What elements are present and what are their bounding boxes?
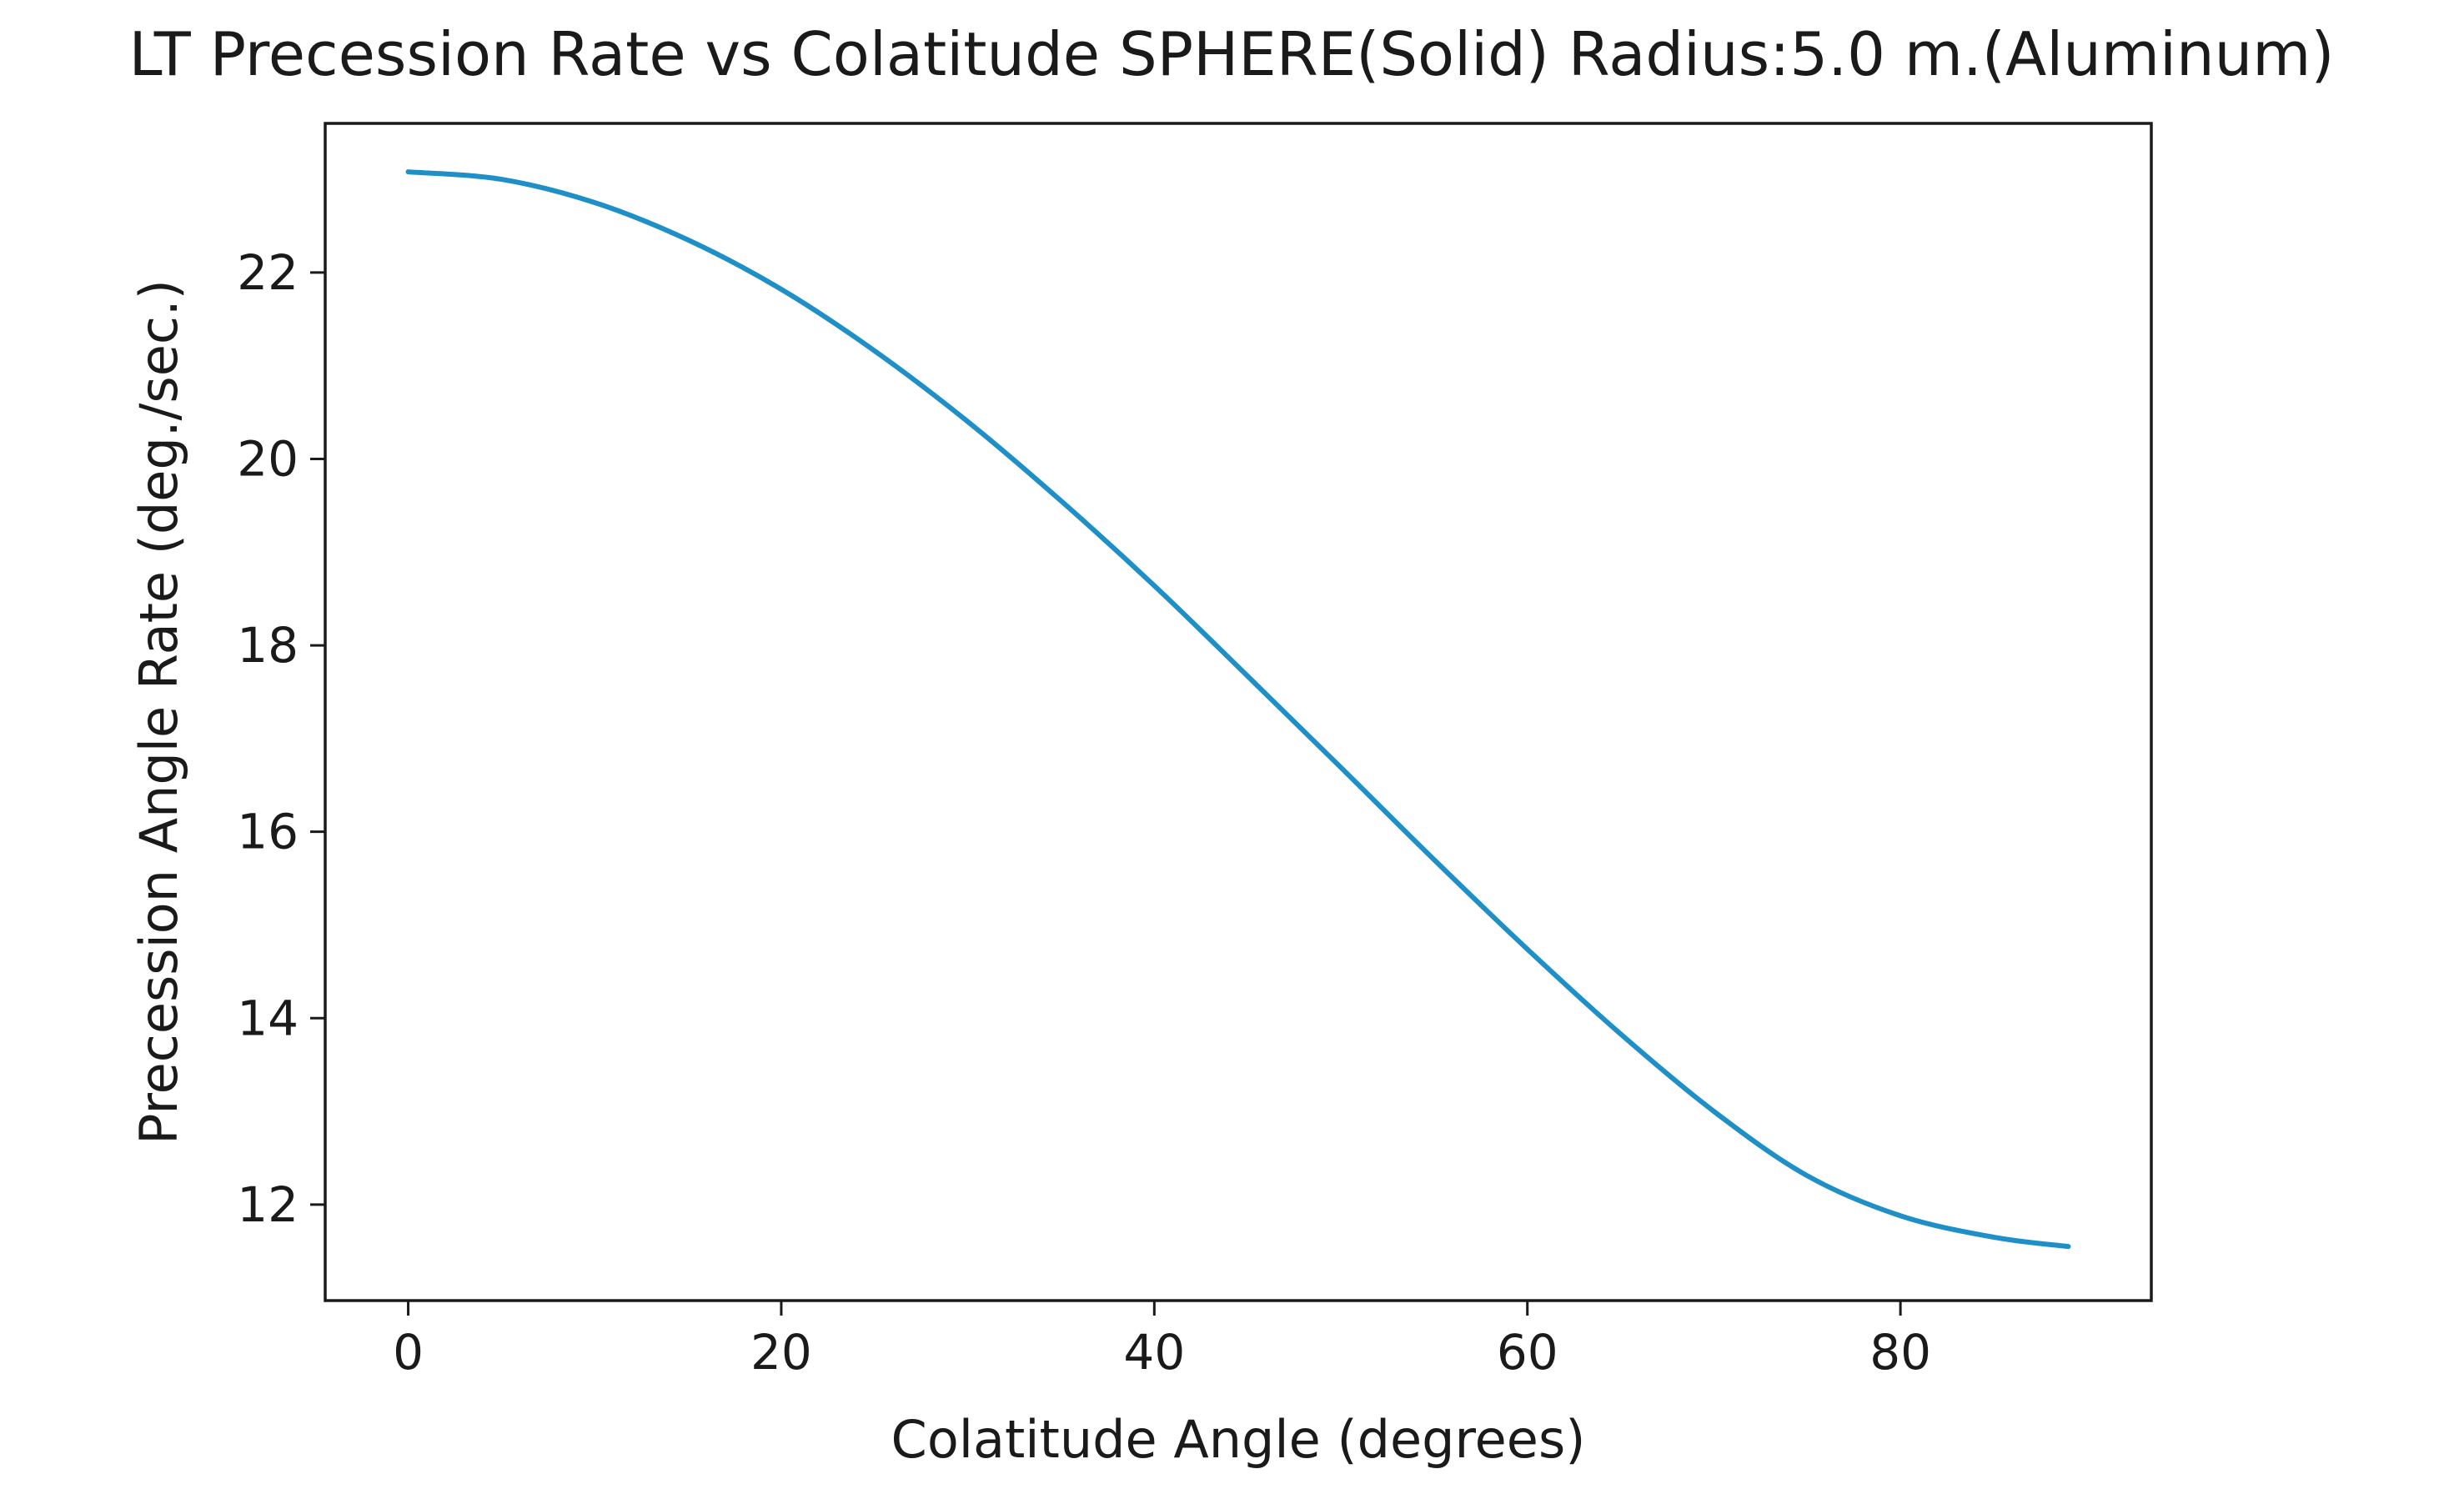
y-tick-label: 18 (237, 617, 299, 674)
plot-area (324, 122, 2153, 1302)
x-axis-ticks: 0 20 40 60 80 (393, 1301, 1931, 1381)
x-tick-label: 20 (750, 1324, 812, 1381)
y-tick-label: 20 (237, 430, 299, 487)
y-tick-label: 16 (237, 804, 299, 860)
x-tick-label: 60 (1497, 1324, 1558, 1381)
x-tick-label: 40 (1123, 1324, 1185, 1381)
x-axis-label: Colatitude Angle (degrees) (891, 1409, 1586, 1470)
y-axis-label: Precession Angle Rate (deg./sec.) (128, 279, 189, 1145)
chart-title: LT Precession Rate vs Colatitude SPHERE(… (129, 19, 2335, 89)
y-axis-ticks: 12 14 16 18 20 22 (237, 244, 325, 1233)
y-tick-label: 22 (237, 244, 299, 301)
x-tick-label: 0 (393, 1324, 424, 1381)
precession-rate-series-line (405, 169, 2071, 1250)
y-tick-label: 12 (237, 1176, 299, 1233)
x-tick-label: 80 (1869, 1324, 1931, 1381)
y-tick-label: 14 (237, 990, 299, 1046)
